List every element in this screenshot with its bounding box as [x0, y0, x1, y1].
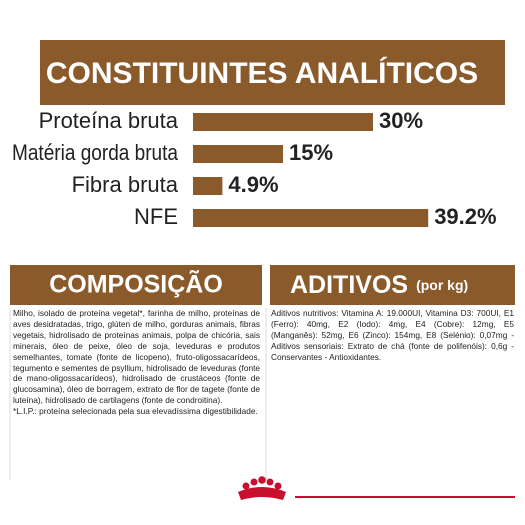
additives-title: ADITIVOS (por kg): [290, 271, 468, 299]
value-label: 30%: [379, 108, 423, 133]
additives-title-text: ADITIVOS: [290, 271, 408, 299]
category-label: Proteína bruta: [39, 108, 179, 133]
composition-text: Milho, isolado de proteína vegetal*, far…: [13, 308, 260, 406]
category-label: Matéria gorda bruta: [12, 140, 179, 165]
category-label: NFE: [134, 204, 178, 229]
bar: [193, 177, 223, 195]
bar: [193, 209, 429, 227]
title-banner: [40, 40, 505, 105]
additives-unit: (por kg): [416, 277, 468, 293]
category-label: Fibra bruta: [72, 172, 179, 197]
value-label: 4.9%: [228, 172, 278, 197]
bar: [193, 145, 283, 163]
value-label: 39.2%: [434, 204, 496, 229]
additives-banner: [270, 265, 515, 305]
additives-box: Aditivos nutritivos: Vitamina A: 19.000U…: [271, 308, 514, 363]
additives-text: Aditivos nutritivos: Vitamina A: 19.000U…: [271, 308, 514, 362]
bar: [193, 113, 373, 131]
composition-note: *L.I.P.: proteína selecionada pela sua e…: [13, 406, 258, 417]
composition-box: Milho, isolado de proteína vegetal*, far…: [13, 308, 260, 417]
brand-logo: [238, 476, 286, 500]
composition-banner: [10, 265, 262, 305]
chart-title: CONSTITUINTES ANALÍTICOS: [46, 56, 478, 90]
composition-title: COMPOSIÇÃO: [49, 269, 223, 299]
value-label: 15%: [289, 140, 333, 165]
